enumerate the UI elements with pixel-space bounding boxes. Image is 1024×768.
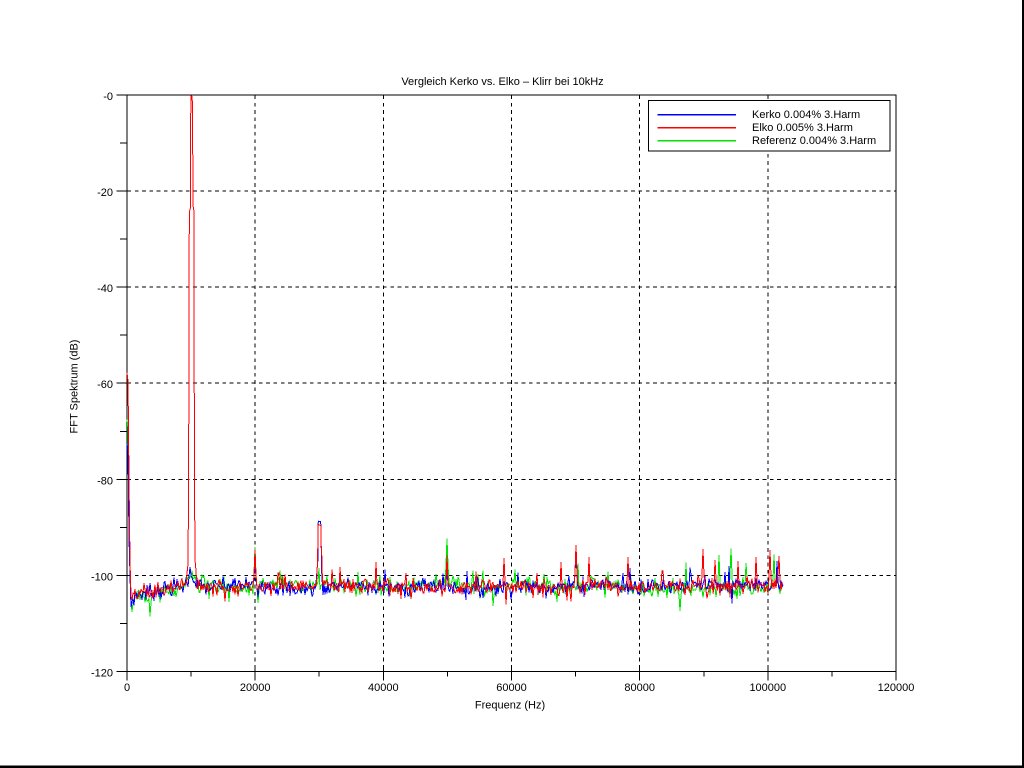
svg-text:Frequenz (Hz): Frequenz (Hz) <box>475 700 545 712</box>
svg-text:Referenz 0.004% 3.Harm: Referenz 0.004% 3.Harm <box>752 135 876 147</box>
svg-text:Vergleich Kerko vs. Elko – Kli: Vergleich Kerko vs. Elko – Klirr bei 10k… <box>401 76 603 88</box>
svg-text:-100: -100 <box>91 571 113 583</box>
svg-text:-20: -20 <box>97 187 113 199</box>
svg-text:Kerko 0.004% 3.Harm: Kerko 0.004% 3.Harm <box>752 109 860 121</box>
svg-text:60000: 60000 <box>496 682 527 694</box>
svg-text:40000: 40000 <box>368 682 399 694</box>
svg-text:0: 0 <box>124 682 130 694</box>
svg-text:-120: -120 <box>91 668 113 680</box>
svg-text:120000: 120000 <box>878 682 915 694</box>
svg-text:Elko 0.005% 3.Harm: Elko 0.005% 3.Harm <box>752 122 853 134</box>
svg-text:20000: 20000 <box>240 682 271 694</box>
svg-text:-0: -0 <box>103 91 113 103</box>
svg-text:100000: 100000 <box>749 682 786 694</box>
svg-text:FFT Spektrum (dB): FFT Spektrum (dB) <box>69 340 81 434</box>
svg-text:80000: 80000 <box>624 682 655 694</box>
svg-text:-60: -60 <box>97 379 113 391</box>
svg-text:-40: -40 <box>97 283 113 295</box>
svg-text:-80: -80 <box>97 475 113 487</box>
